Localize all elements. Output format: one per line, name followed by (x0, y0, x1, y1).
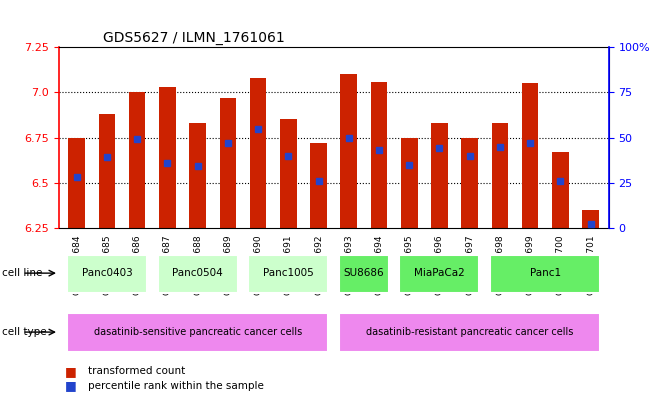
Bar (189, 123, 206, 228)
Bar (129, 92, 145, 228)
Text: Panc1: Panc1 (530, 268, 561, 278)
FancyBboxPatch shape (158, 255, 238, 292)
FancyBboxPatch shape (248, 255, 328, 292)
Text: Panc0403: Panc0403 (81, 268, 132, 278)
Bar (582, 210, 599, 228)
Bar (340, 74, 357, 228)
Text: ■: ■ (65, 379, 77, 393)
Bar (552, 152, 568, 228)
Bar (280, 119, 297, 228)
Text: transformed count: transformed count (88, 366, 185, 376)
Text: Panc0504: Panc0504 (173, 268, 223, 278)
Bar (462, 138, 478, 228)
Text: dasatinib-resistant pancreatic cancer cells: dasatinib-resistant pancreatic cancer ce… (366, 327, 574, 337)
FancyBboxPatch shape (67, 314, 328, 351)
Text: MiaPaCa2: MiaPaCa2 (414, 268, 465, 278)
Bar (431, 123, 448, 228)
Bar (219, 98, 236, 228)
Bar (99, 114, 115, 228)
Bar (401, 138, 417, 228)
Text: SU8686: SU8686 (344, 268, 384, 278)
Text: cell line: cell line (2, 268, 42, 278)
Bar (370, 81, 387, 228)
Text: cell type: cell type (2, 327, 47, 337)
Bar (159, 87, 176, 228)
Bar (522, 83, 538, 228)
FancyBboxPatch shape (339, 314, 600, 351)
FancyBboxPatch shape (399, 255, 480, 292)
Text: percentile rank within the sample: percentile rank within the sample (88, 381, 264, 391)
Bar (311, 143, 327, 228)
Text: dasatinib-sensitive pancreatic cancer cells: dasatinib-sensitive pancreatic cancer ce… (94, 327, 302, 337)
Text: Panc1005: Panc1005 (263, 268, 314, 278)
Bar (68, 138, 85, 228)
FancyBboxPatch shape (339, 255, 389, 292)
Text: GDS5627 / ILMN_1761061: GDS5627 / ILMN_1761061 (103, 31, 284, 45)
Bar (250, 78, 266, 228)
FancyBboxPatch shape (490, 255, 600, 292)
FancyBboxPatch shape (67, 255, 147, 292)
Bar (492, 123, 508, 228)
Text: ■: ■ (65, 365, 77, 378)
